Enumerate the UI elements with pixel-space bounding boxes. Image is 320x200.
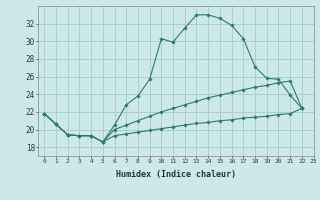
X-axis label: Humidex (Indice chaleur): Humidex (Indice chaleur) (116, 170, 236, 179)
